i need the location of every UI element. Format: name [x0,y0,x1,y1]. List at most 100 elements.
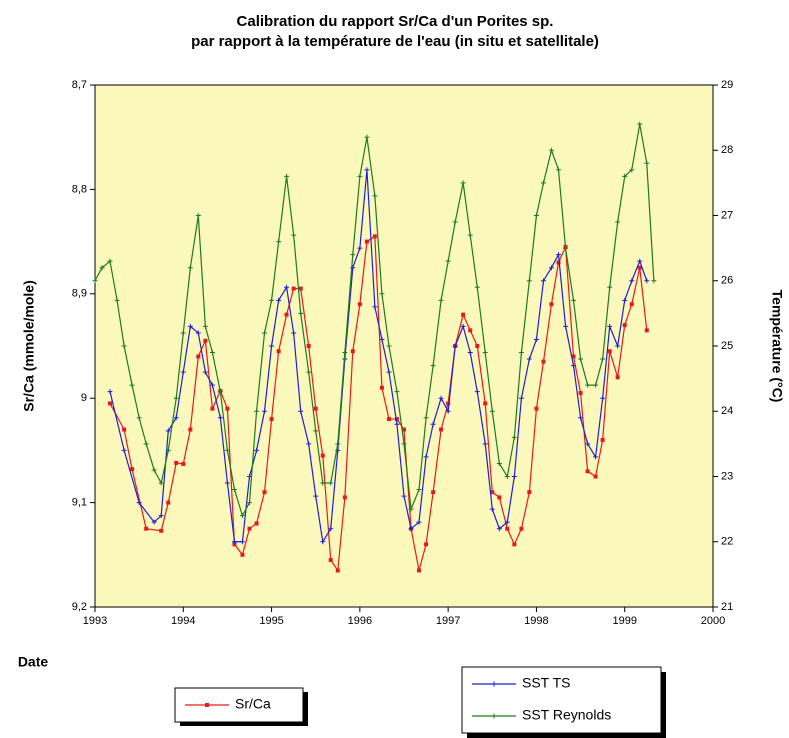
marker [328,526,334,532]
marker [482,350,488,356]
marker [335,441,341,447]
marker [394,389,400,395]
y-tick-label: 8,7 [72,79,87,91]
marker [585,382,591,388]
marker [180,330,186,336]
marker [629,302,634,307]
marker [571,354,576,359]
y2-axis-title: Température (°C) [769,290,785,403]
marker [607,349,612,354]
y2-tick-label: 21 [721,601,733,613]
y2-tick-label: 24 [721,405,733,417]
marker [107,258,113,264]
y2-tick-label: 25 [721,340,733,352]
marker [438,395,444,401]
x-tick-label: 1998 [524,615,548,627]
marker [526,356,532,362]
marker [328,480,334,486]
marker [416,519,422,525]
marker [165,447,171,453]
legend-box [461,666,662,734]
marker [217,389,223,395]
marker [386,417,391,422]
y2-tick-label: 27 [721,209,733,221]
marker [209,382,215,388]
marker [401,493,407,499]
marker [320,480,326,486]
marker [511,474,517,479]
marker [195,330,201,336]
marker [644,328,649,333]
marker [254,521,259,526]
marker [518,395,524,401]
y-tick-label: 8,8 [72,183,87,195]
marker [402,427,406,432]
marker [615,219,621,225]
marker [276,349,281,354]
marker [240,552,245,557]
marker [269,417,274,422]
marker [474,284,480,290]
chart-title: par rapport à la température de l'eau (i… [191,33,599,50]
marker [173,395,179,401]
marker [320,453,325,458]
marker [364,167,370,173]
marker [165,428,171,434]
marker [496,460,502,466]
marker [159,528,164,533]
marker [291,232,297,238]
marker [504,519,510,525]
marker [108,401,113,406]
x-axis-title: Date [18,654,49,670]
marker [461,312,466,317]
x-tick-label: 1997 [436,615,460,627]
marker [629,167,635,173]
marker [533,336,539,342]
marker [534,406,539,411]
marker [121,447,127,453]
marker [549,302,554,307]
marker [284,173,290,179]
marker [452,219,458,225]
marker [468,328,473,333]
marker [593,454,599,460]
marker [276,239,282,245]
marker [269,297,275,303]
marker [482,441,488,447]
marker [342,495,347,500]
marker [143,441,149,447]
marker [556,252,561,258]
marker [284,284,290,290]
marker [298,408,304,414]
marker [231,487,237,493]
marker [217,415,223,421]
marker [136,415,142,421]
marker [231,539,237,545]
marker [460,323,466,329]
marker [136,500,142,506]
marker [158,513,164,519]
marker [490,490,495,495]
marker [203,338,208,343]
marker [254,408,260,414]
marker [210,406,215,411]
marker [408,526,414,532]
marker [593,382,599,388]
marker [151,519,157,525]
marker [394,421,400,427]
marker [122,427,127,432]
marker [372,193,378,199]
marker [379,291,385,297]
marker [247,500,252,506]
marker [92,278,98,284]
y-axis-title: Sr/Ca (mmole/mole) [21,280,37,411]
marker [342,350,348,356]
y2-tick-label: 26 [721,275,733,287]
marker [607,284,613,290]
marker [548,265,554,271]
x-tick-label: 1994 [171,615,195,627]
marker [615,343,621,349]
y2-tick-label: 22 [721,536,733,548]
y-tick-label: 9,2 [72,601,87,613]
marker [408,506,414,512]
